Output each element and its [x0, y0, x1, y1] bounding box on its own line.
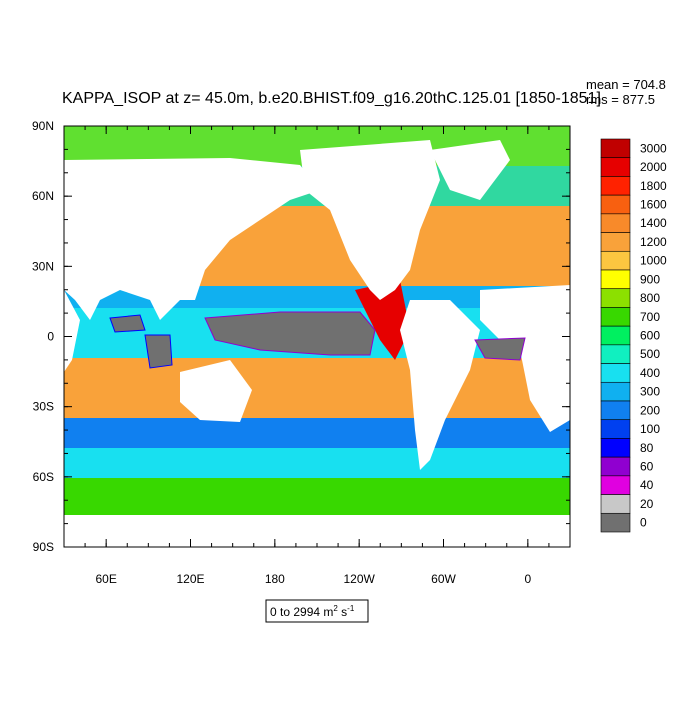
- colorbar-box: [600, 512, 631, 533]
- lat-label: 60N: [32, 189, 54, 203]
- mean: mean = 704.8: [586, 77, 666, 92]
- colorbar-box: [600, 250, 631, 271]
- colorbar-label: 1600: [640, 198, 667, 212]
- lat-label: 30N: [32, 259, 54, 273]
- colorbar-label: 200: [640, 403, 660, 417]
- colorbar-label: 700: [640, 310, 660, 324]
- lon-label: 120W: [343, 572, 375, 586]
- range-label: 0 to 2994 m2 s-1: [270, 604, 355, 619]
- colorbar-label: 1400: [640, 216, 667, 230]
- colorbar-box: [600, 381, 631, 402]
- colorbar-box: [600, 288, 631, 308]
- colorbar-box: [600, 213, 631, 233]
- colorbar-label: 500: [640, 347, 660, 361]
- colorbar-label: 900: [640, 272, 660, 286]
- lat-label: 30S: [33, 400, 54, 414]
- lon-label: 120E: [176, 572, 204, 586]
- colorbar-label: 300: [640, 385, 660, 399]
- colorbar-box: [600, 307, 631, 327]
- colorbar-box: [600, 344, 631, 364]
- colorbar-label: 100: [640, 422, 660, 436]
- lat-label: 90N: [32, 119, 54, 133]
- colorbar-box: [600, 400, 631, 421]
- colorbar-box: [600, 138, 631, 159]
- colorbar-label: 1000: [640, 254, 667, 268]
- colorbar-label: 600: [640, 329, 660, 343]
- colorbar-box: [600, 494, 631, 514]
- colorbar-label: 80: [640, 441, 654, 455]
- rms: rms = 877.5: [586, 92, 655, 107]
- lon-label: 0: [524, 572, 531, 586]
- colorbar-box: [600, 475, 631, 495]
- colorbar-box: [600, 325, 631, 346]
- title: KAPPA_ISOP at z= 45.0m, b.e20.BHIST.f09_…: [62, 90, 601, 107]
- colorbar-label: 40: [640, 478, 654, 492]
- colorbar-label: 20: [640, 497, 654, 511]
- colorbar-box: [600, 176, 631, 196]
- lat-label: 0: [47, 330, 54, 344]
- colorbar-box: [600, 419, 631, 439]
- colorbar-label: 0: [640, 516, 647, 530]
- colorbar-label: 2000: [640, 160, 667, 174]
- lat-label: 90S: [33, 540, 54, 554]
- lon-label: 60E: [95, 572, 116, 586]
- colorbar-box: [600, 438, 631, 458]
- colorbar-box: [600, 363, 631, 383]
- colorbar-box: [600, 269, 631, 290]
- map-field: [64, 126, 570, 547]
- colorbar-box: [600, 157, 631, 177]
- range-box: [265, 599, 369, 623]
- colorbar-label: 3000: [640, 141, 667, 155]
- colorbar-box: [600, 194, 631, 215]
- colorbar-label: 400: [640, 366, 660, 380]
- lat-label: 60S: [33, 470, 54, 484]
- colorbar-box: [600, 232, 631, 252]
- colorbar-label: 60: [640, 460, 654, 474]
- lon-label: 60W: [431, 572, 456, 586]
- colorbar-label: 1800: [640, 179, 667, 193]
- colorbar-box: [600, 456, 631, 477]
- lon-label: 180: [265, 572, 285, 586]
- colorbar-label: 1200: [640, 235, 667, 249]
- colorbar-label: 800: [640, 291, 660, 305]
